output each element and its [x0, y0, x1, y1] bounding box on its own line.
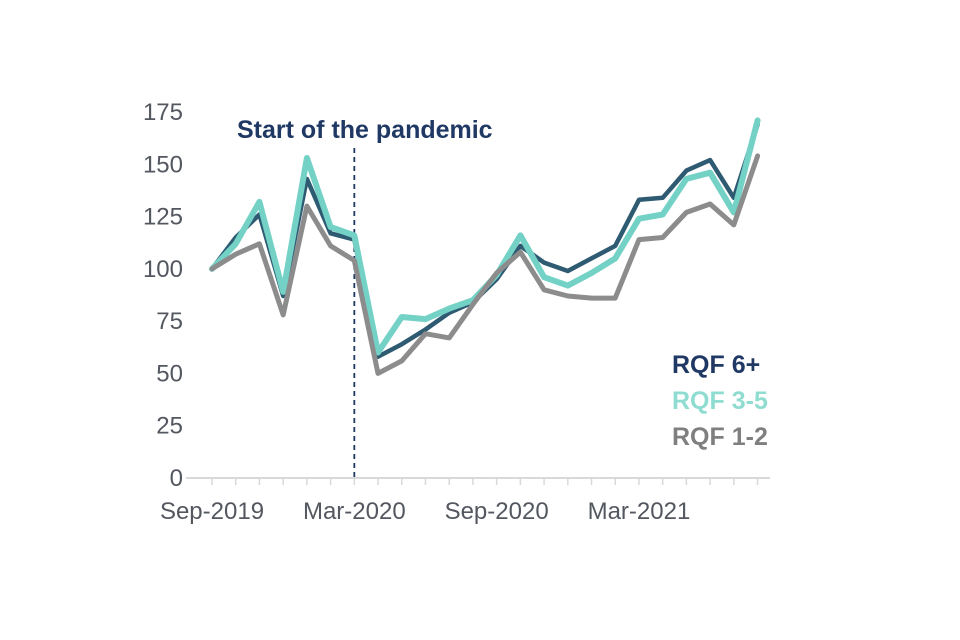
y-axis-label: 125 [143, 204, 183, 231]
y-axis-label: 25 [156, 413, 183, 440]
y-axis-label: 0 [170, 465, 183, 492]
legend-label-rqf-3-5: RQF 3-5 [672, 387, 768, 415]
legend-label-rqf-6plus: RQF 6+ [672, 351, 761, 379]
legend-label-rqf-1-2: RQF 1-2 [672, 423, 768, 451]
x-axis-label: Mar-2021 [588, 498, 691, 525]
y-axis-label: 75 [156, 308, 183, 335]
series-rqf-3-5 [209, 117, 761, 356]
chart-legend: RQF 6+ RQF 3-5 RQF 1-2 [672, 350, 768, 458]
y-axis-label: 175 [143, 99, 183, 126]
x-axis-label: Sep-2020 [445, 498, 549, 525]
pandemic-annotation-label: Start of the pandemic [237, 116, 493, 144]
y-axis-label: 100 [143, 256, 183, 283]
series-rqf-1-2 [209, 153, 761, 376]
y-axis-label: 50 [156, 360, 183, 387]
x-axis-label: Sep-2019 [160, 498, 264, 525]
y-axis-label: 150 [143, 151, 183, 178]
x-axis-label: Mar-2020 [303, 498, 406, 525]
